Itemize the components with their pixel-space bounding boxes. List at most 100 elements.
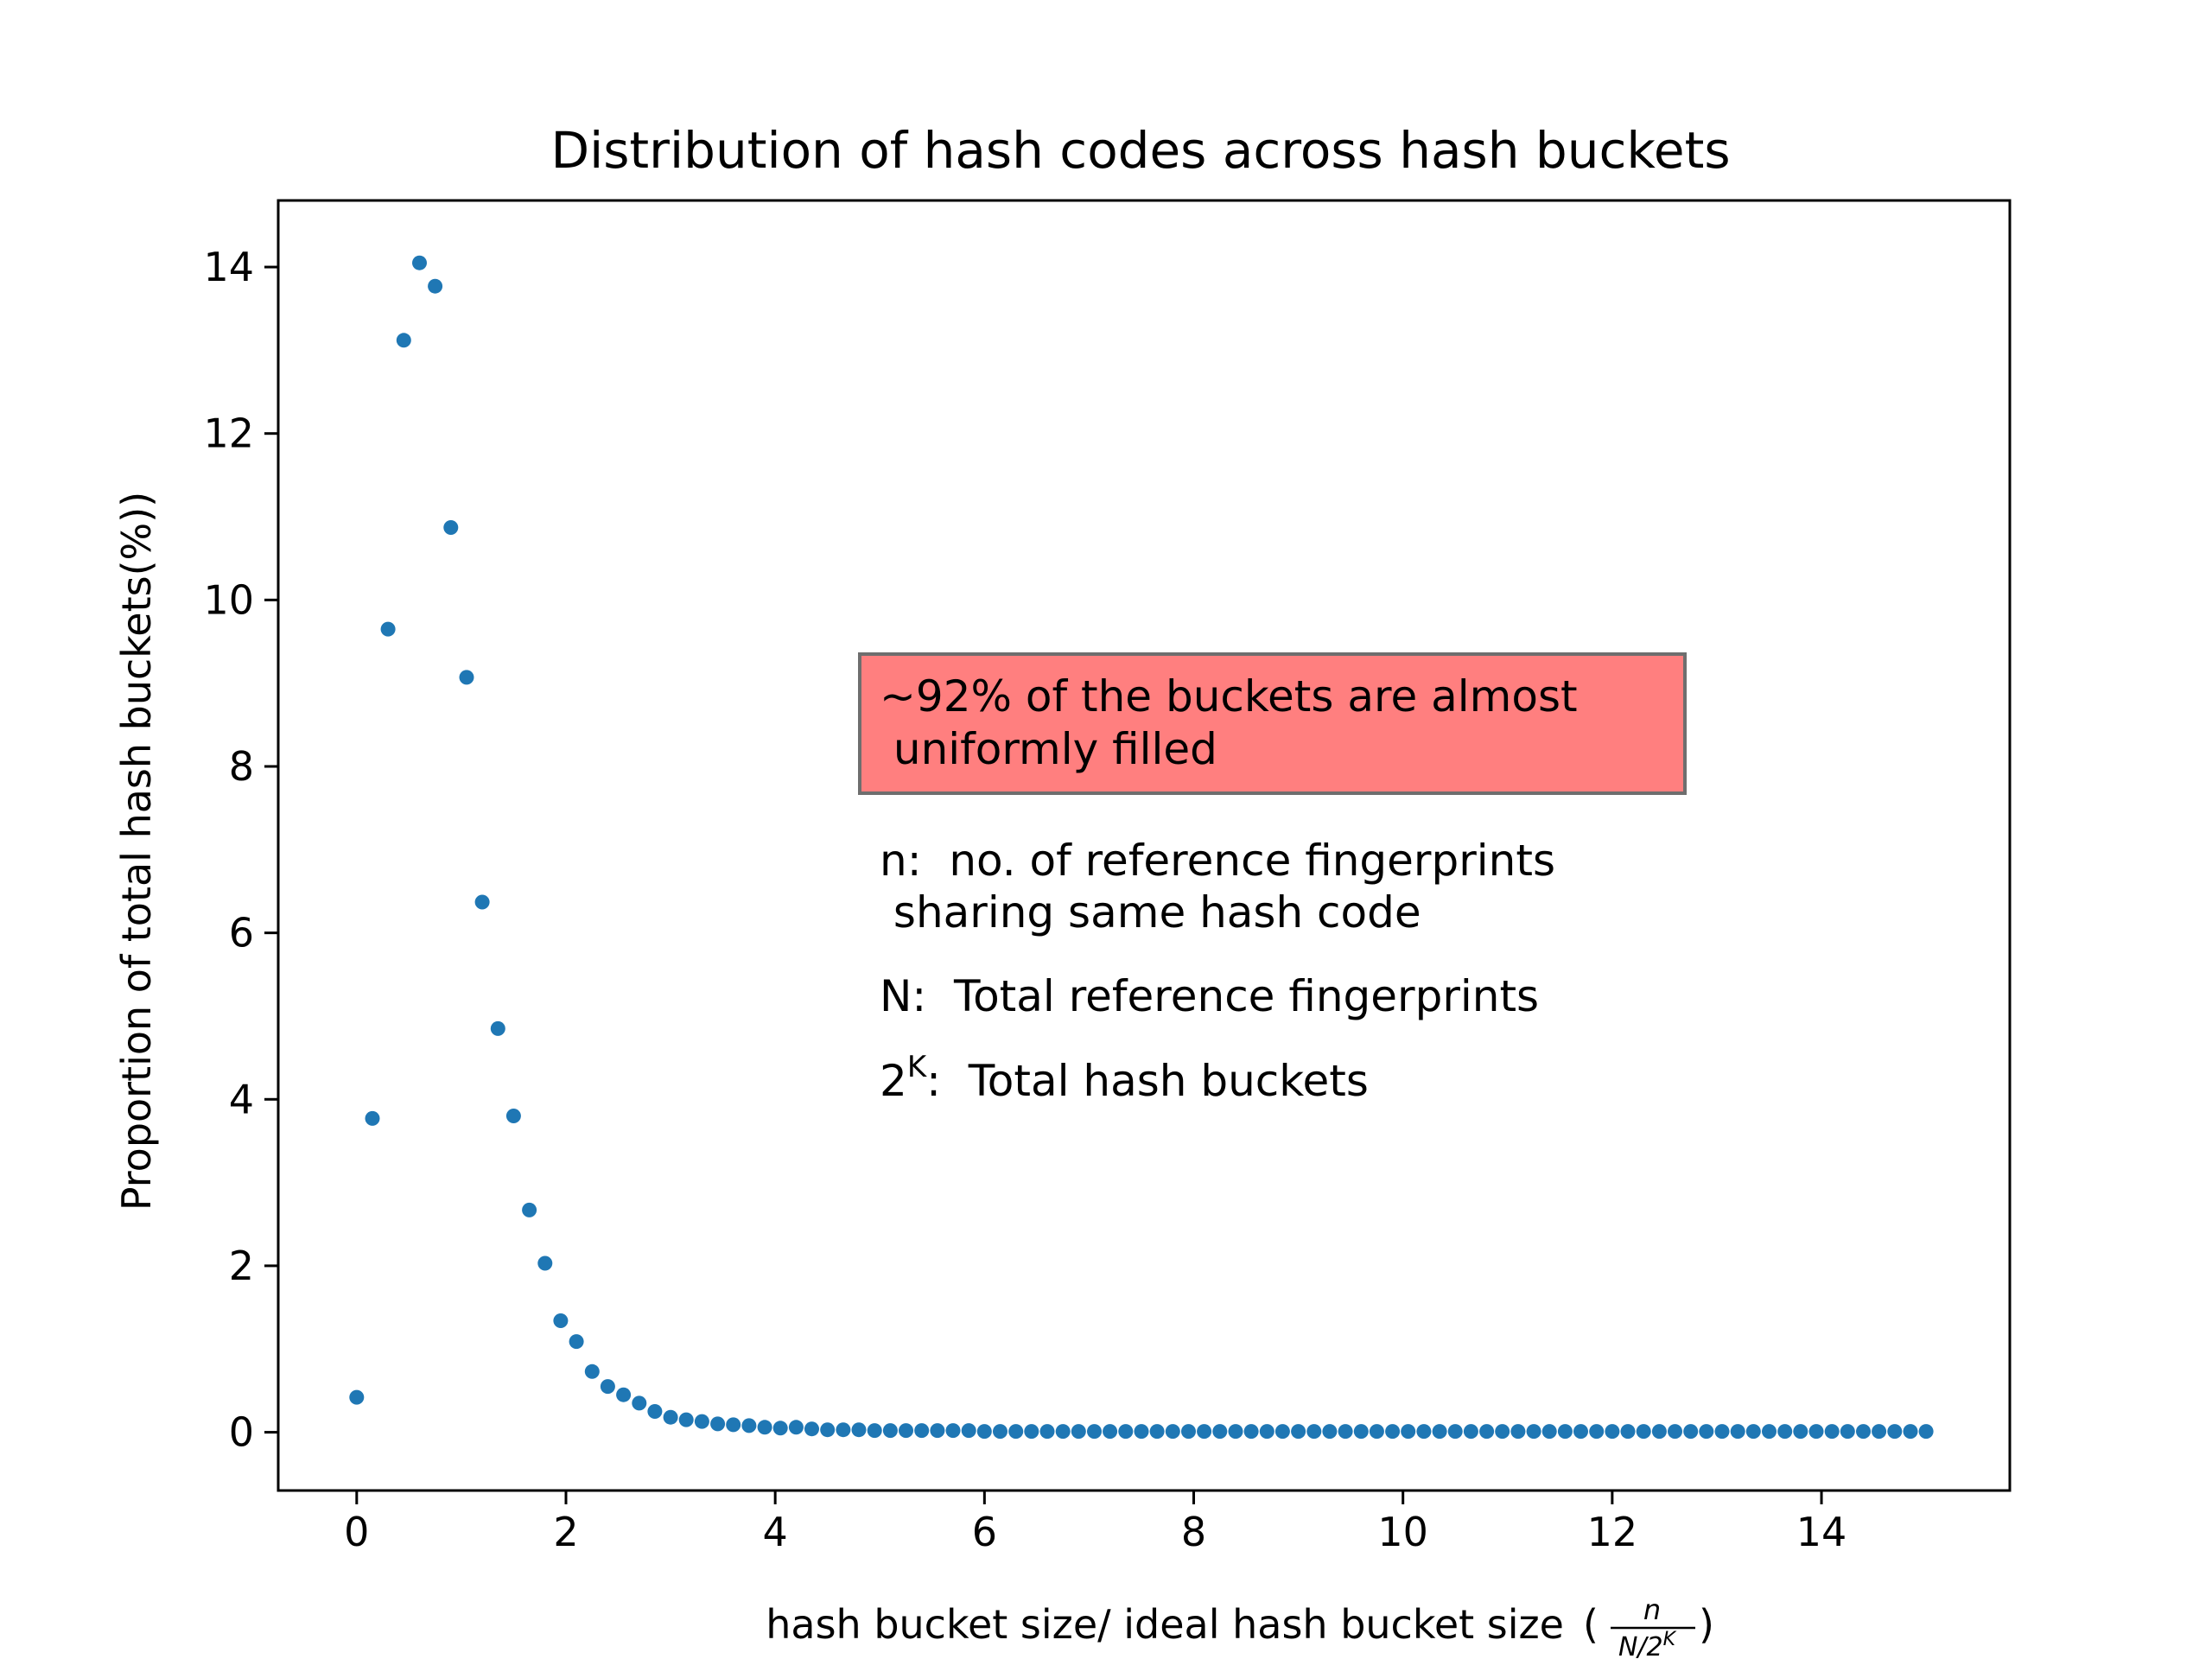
data-point — [1212, 1424, 1228, 1440]
data-point — [1008, 1424, 1024, 1440]
data-point — [694, 1414, 709, 1429]
data-point — [741, 1418, 757, 1433]
data-point — [1103, 1424, 1118, 1440]
chart-title: Distribution of hash codes across hash b… — [550, 121, 1730, 180]
data-point — [1589, 1424, 1605, 1440]
data-point — [1620, 1424, 1636, 1440]
highlight-line-2: uniformly filled — [880, 724, 1217, 774]
data-point — [930, 1423, 945, 1439]
data-point — [537, 1255, 553, 1271]
x-tick-label: 4 — [763, 1509, 788, 1555]
data-point — [1134, 1424, 1149, 1440]
data-point — [1197, 1424, 1212, 1440]
data-point — [1243, 1424, 1259, 1440]
data-point — [1762, 1424, 1777, 1440]
x-axis-label: hash bucket size/ ideal hash bucket size — [766, 1601, 1564, 1648]
data-point — [553, 1313, 569, 1328]
data-point — [1495, 1424, 1510, 1440]
data-point — [428, 278, 443, 294]
data-point — [867, 1423, 882, 1439]
x-axis-title: hash bucket size/ ideal hash bucket size… — [766, 1593, 1714, 1659]
data-point — [1887, 1424, 1903, 1440]
data-point — [914, 1423, 930, 1439]
data-point — [1228, 1424, 1243, 1440]
x-axis-fraction-denominator-base: N/2 — [1618, 1632, 1663, 1659]
x-axis-fraction-numerator: n — [1643, 1593, 1661, 1626]
note-2K: 2K: Total hash buckets — [880, 1050, 1369, 1106]
y-tick-label: 0 — [229, 1409, 254, 1456]
data-point — [1872, 1424, 1887, 1440]
data-point — [522, 1202, 537, 1217]
data-point — [899, 1423, 913, 1439]
data-point — [632, 1395, 647, 1411]
data-point — [1541, 1424, 1557, 1440]
x-tick-label: 0 — [344, 1509, 369, 1555]
data-point — [505, 1109, 521, 1123]
data-point — [1401, 1424, 1416, 1440]
data-point — [1824, 1424, 1840, 1440]
data-point — [600, 1379, 615, 1395]
y-tick-label: 8 — [229, 743, 254, 790]
data-point — [804, 1421, 819, 1437]
data-point — [1526, 1424, 1541, 1440]
data-point — [1338, 1424, 1353, 1440]
data-point — [1793, 1424, 1808, 1440]
data-point — [1714, 1424, 1730, 1440]
data-point — [961, 1423, 976, 1439]
highlight-line-1: ~92% of the buckets are almost — [880, 671, 1578, 721]
data-point — [1573, 1424, 1588, 1440]
data-point — [945, 1423, 961, 1439]
data-point — [1416, 1424, 1432, 1440]
data-point — [474, 894, 490, 910]
data-point — [726, 1417, 741, 1433]
x-tick-label: 10 — [1377, 1509, 1428, 1555]
data-point — [1118, 1424, 1134, 1440]
y-tick-label: 14 — [203, 244, 254, 290]
data-point — [1181, 1424, 1196, 1440]
note-n-line-2: sharing same hash code — [880, 887, 1421, 938]
x-axis-fraction-denominator-exp: K — [1663, 1629, 1677, 1650]
data-point — [349, 1389, 365, 1405]
data-point — [772, 1421, 788, 1436]
note-2K-rest: : Total hash buckets — [926, 1056, 1369, 1106]
data-point — [993, 1424, 1007, 1440]
x-tick-label: 8 — [1181, 1509, 1206, 1555]
y-tick-label: 12 — [203, 410, 254, 457]
y-tick-label: 10 — [203, 576, 254, 623]
data-point — [1055, 1424, 1071, 1440]
x-tick-label: 14 — [1796, 1509, 1847, 1555]
data-point — [365, 1110, 380, 1126]
data-point — [1291, 1424, 1306, 1440]
data-point — [788, 1420, 804, 1435]
x-axis-paren-open: ( — [1583, 1601, 1599, 1648]
y-tick-label: 6 — [229, 910, 254, 957]
data-point — [1510, 1424, 1526, 1440]
data-point — [1149, 1424, 1165, 1440]
x-tick-label: 6 — [972, 1509, 997, 1555]
data-point — [1463, 1424, 1478, 1440]
note-2K-sup: K — [907, 1050, 928, 1084]
data-point — [584, 1363, 600, 1379]
data-point — [820, 1422, 836, 1438]
data-point — [1353, 1424, 1369, 1440]
data-point — [1322, 1424, 1338, 1440]
data-point — [1447, 1424, 1463, 1440]
data-point — [1636, 1424, 1651, 1440]
data-point — [1668, 1424, 1682, 1440]
data-point — [1651, 1424, 1667, 1440]
data-point — [380, 621, 396, 637]
data-point — [882, 1423, 898, 1439]
data-point — [1039, 1424, 1055, 1440]
data-point — [1903, 1424, 1918, 1440]
x-axis-paren-close: ) — [1699, 1601, 1714, 1648]
data-point — [616, 1387, 632, 1402]
data-point — [412, 255, 427, 270]
note-2K-base: 2 — [880, 1056, 907, 1106]
data-point — [710, 1416, 726, 1432]
note-n-line-1: n: no. of reference fingerprints — [880, 836, 1555, 886]
data-point — [663, 1409, 678, 1425]
data-point — [1840, 1424, 1855, 1440]
data-point — [1432, 1424, 1447, 1440]
data-point — [1274, 1424, 1290, 1440]
